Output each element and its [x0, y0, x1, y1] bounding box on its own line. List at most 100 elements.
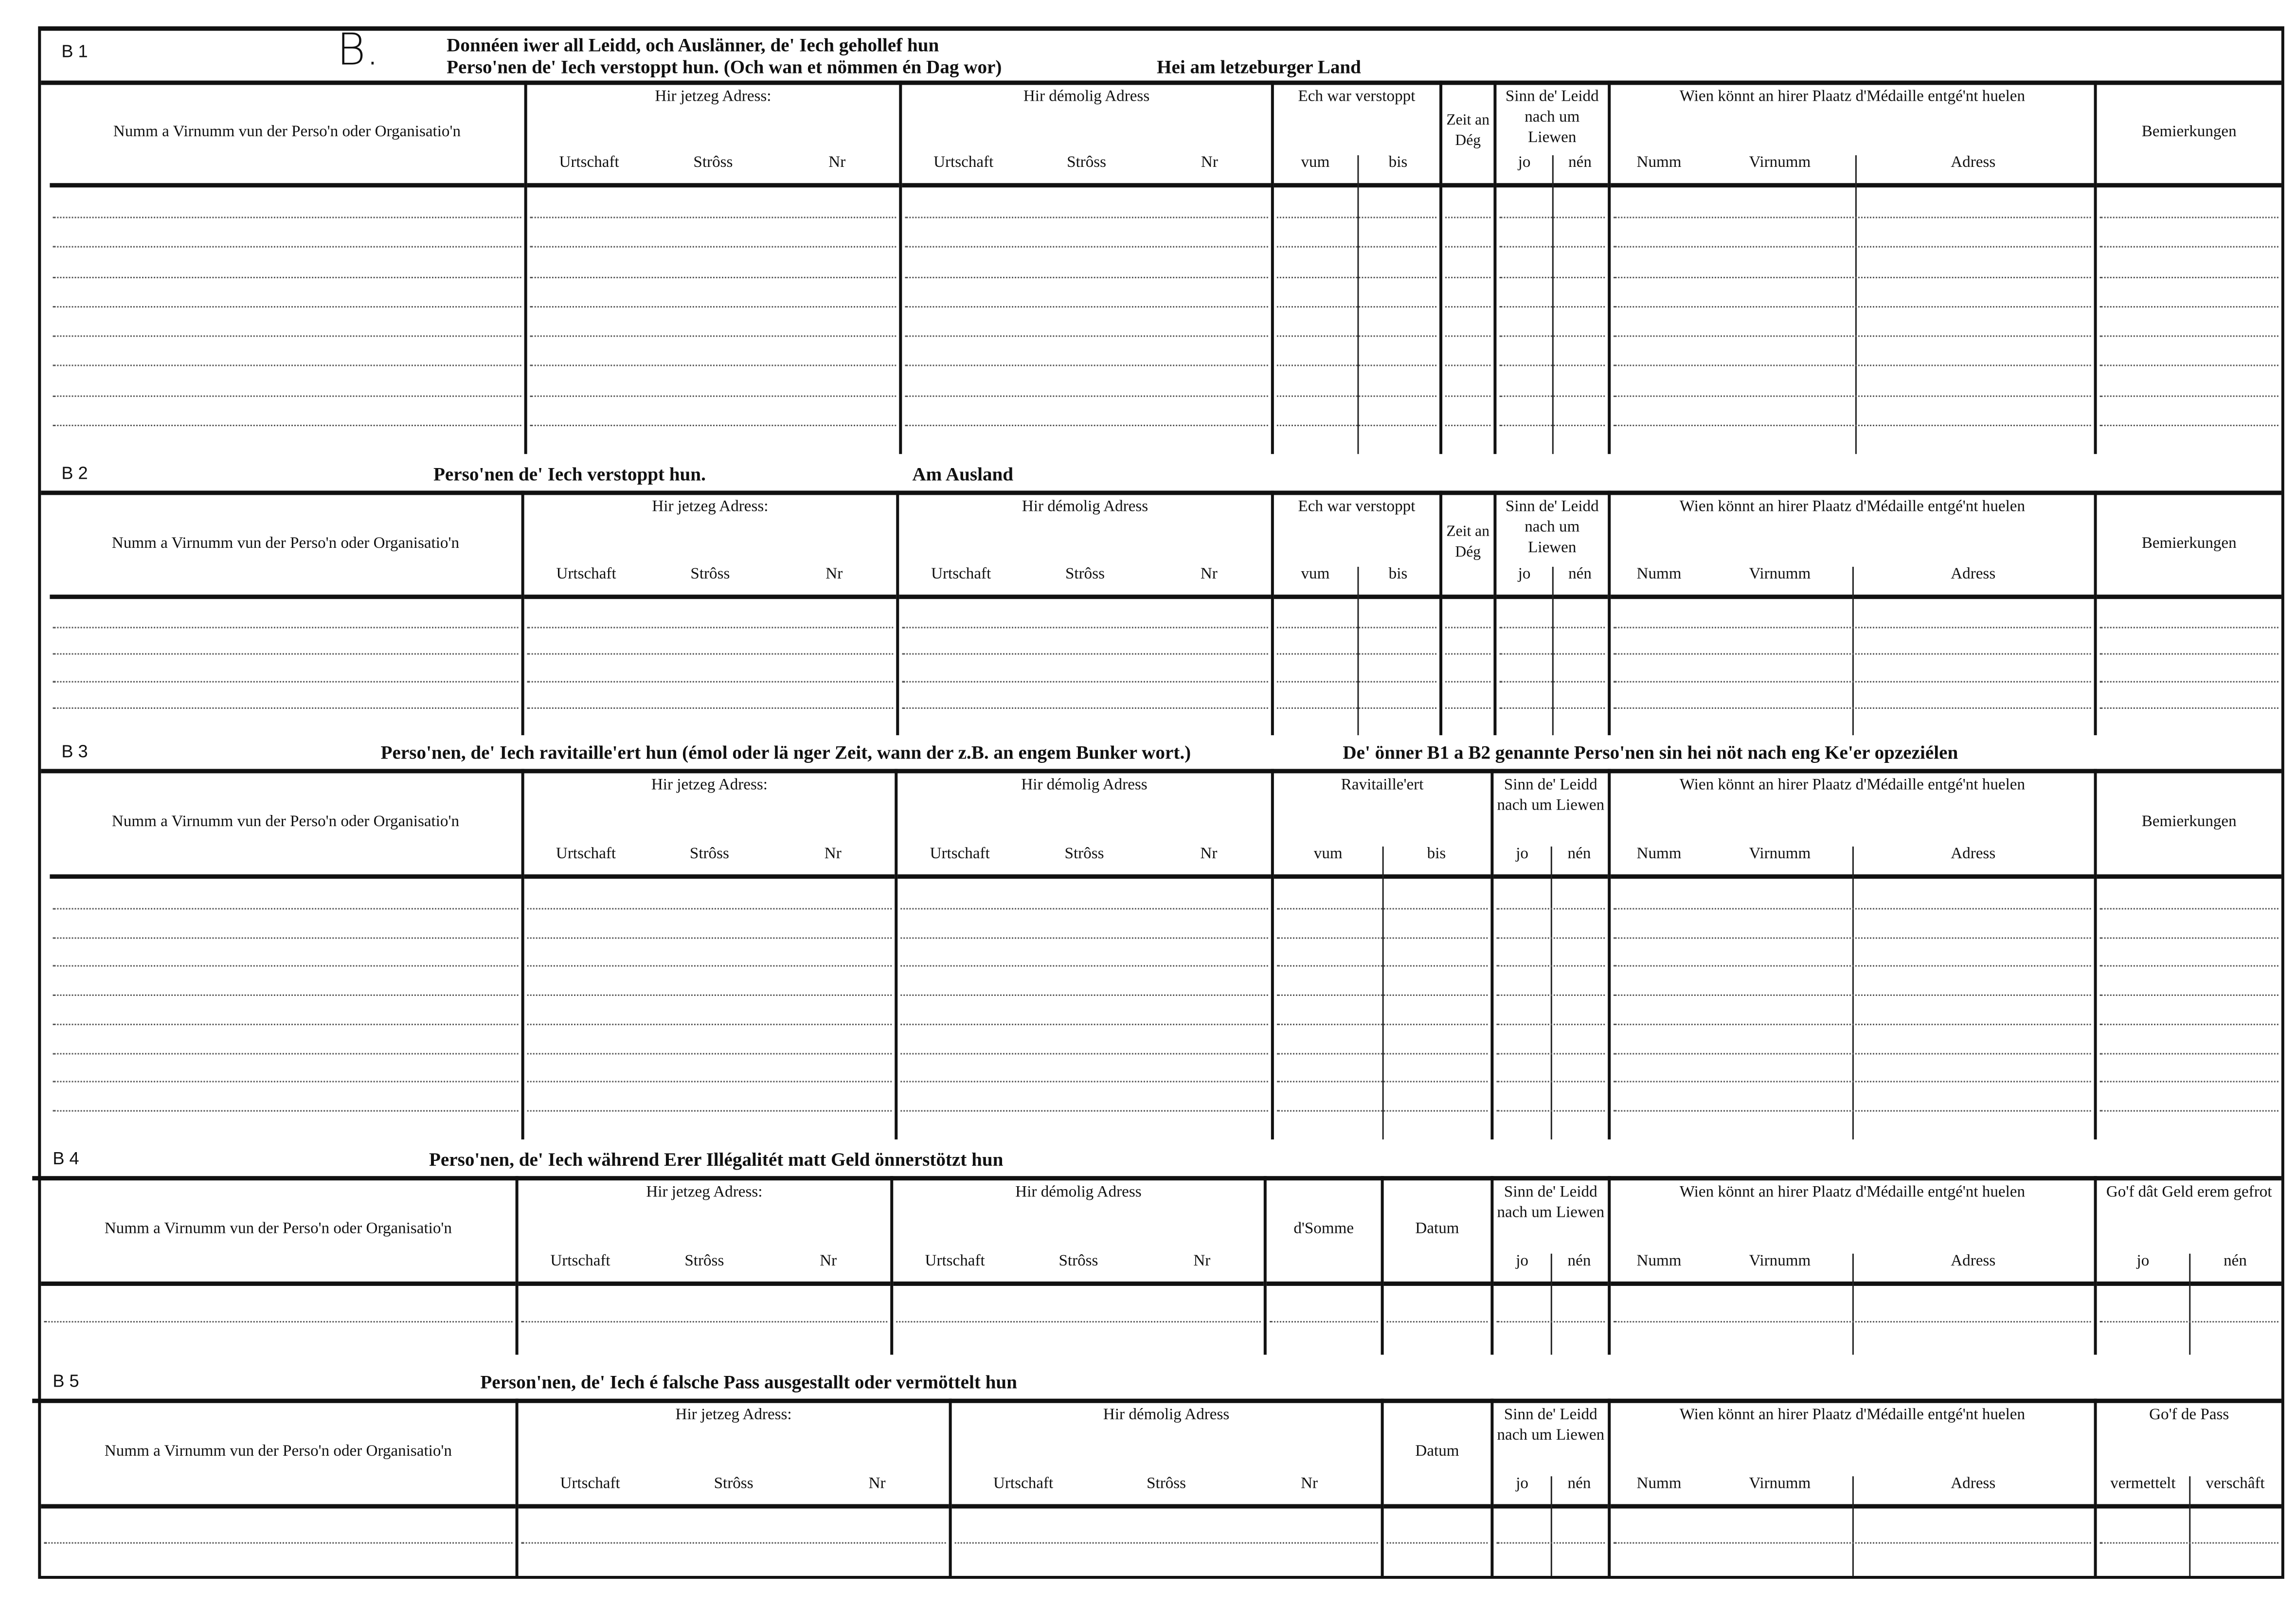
form-frame	[38, 26, 2284, 1579]
column-divider	[1552, 566, 1554, 736]
form-letter: B.	[337, 25, 380, 76]
column-7: Bemierkungen	[2097, 490, 2281, 735]
column-entry-area[interactable]	[519, 1286, 891, 1355]
column-header-label: Ravitaille'ert	[1341, 776, 1424, 794]
column-entry-area[interactable]	[897, 879, 1271, 1139]
column-entry-area[interactable]	[902, 187, 1271, 454]
column-entry-area[interactable]	[1274, 599, 1439, 735]
column-subheader: Urtschaft	[933, 154, 994, 172]
column-entry-area[interactable]	[2097, 1509, 2281, 1576]
column-entry-area[interactable]	[2097, 599, 2281, 735]
column-header: Zeit an Dég	[1442, 81, 1494, 188]
column-entry-area[interactable]	[1496, 599, 1608, 735]
entry-row-line	[1496, 994, 1605, 996]
column-header-label: Numm a Virnumm vun der Perso'n oder Orga…	[111, 813, 460, 831]
entry-row-line	[2099, 907, 2278, 909]
entry-row-line	[1614, 653, 2091, 655]
column-header: Ravitaille'ert vum bis	[1274, 769, 1491, 879]
column-entry-area[interactable]	[1384, 1509, 1491, 1576]
column-2: Hir démolig Adress Urtschaft Strôss Nr	[902, 80, 1274, 454]
column-entry-area[interactable]	[1496, 187, 1608, 454]
column-entry-area[interactable]	[2097, 1286, 2281, 1355]
entry-row-line	[905, 365, 1268, 367]
column-entry-area[interactable]	[1611, 1509, 2094, 1576]
column-5: Sinn de' Leidd nach um Liewen jo nén	[1496, 80, 1611, 454]
column-entry-area[interactable]	[1611, 879, 2094, 1139]
section-title-bar: B 5 Person'nen, de' Iech é falsche Pass a…	[32, 1365, 2281, 1403]
column-entry-area[interactable]	[1493, 1509, 1608, 1576]
column-header: Bemierkungen	[2097, 490, 2281, 599]
column-header-label: Ech war verstoppt	[1298, 88, 1416, 106]
entry-row-line	[527, 708, 894, 710]
entry-row-line	[1386, 1320, 1488, 1322]
entry-row-line	[527, 994, 892, 996]
column-entry-area[interactable]	[1442, 187, 1493, 454]
column-entry-area[interactable]	[1267, 1286, 1381, 1355]
column-subheader: Virnumm	[1749, 1252, 1811, 1270]
entry-row-line	[1614, 1110, 2091, 1112]
column-entry-area[interactable]	[519, 1509, 949, 1576]
column-entry-area[interactable]	[524, 599, 897, 735]
entry-row-line	[1386, 1542, 1488, 1544]
column-subheader: jo	[1518, 565, 1531, 583]
entry-row-line	[2099, 1542, 2278, 1544]
entry-row-line	[1445, 247, 1491, 249]
entry-row-line	[1614, 1023, 2091, 1025]
entry-row-line	[1614, 1320, 2091, 1322]
column-6: Go'f de Pass vermettelt verschâft	[2097, 1399, 2281, 1576]
column-subheader: Nr	[828, 154, 846, 172]
entry-row-line	[53, 1081, 519, 1083]
column-subheader: nén	[1568, 154, 1592, 172]
column-4: Zeit an Dég	[1442, 80, 1497, 454]
column-header: Datum	[1383, 1176, 1491, 1286]
section-title-extra: Hei am letzeburger Land	[1157, 55, 1361, 78]
column-entry-area[interactable]	[893, 1286, 1264, 1355]
entry-row-line	[900, 965, 1268, 967]
column-entry-area[interactable]	[899, 599, 1271, 735]
entry-row-line	[1614, 907, 2091, 909]
entry-row-line	[2099, 1023, 2278, 1025]
column-header-label: Hir démolig Adress	[1021, 776, 1148, 794]
column-4: Sinn de' Leidd nach um Liewen jo nén	[1493, 1398, 1611, 1576]
column-entry-area[interactable]	[1274, 879, 1491, 1139]
column-header-label: Hir jetzeg Adress:	[655, 88, 771, 106]
entry-row-line	[1499, 365, 1605, 367]
column-entry-area[interactable]	[1611, 1286, 2094, 1355]
column-entry-area[interactable]	[1493, 879, 1608, 1139]
entry-row-line	[53, 365, 521, 367]
column-entry-area[interactable]	[50, 879, 521, 1139]
column-entry-area[interactable]	[1384, 1286, 1491, 1355]
column-header-label: Bemierkungen	[2141, 534, 2237, 552]
column-entry-area[interactable]	[2097, 879, 2281, 1139]
column-entry-area[interactable]	[1611, 599, 2094, 735]
column-entry-area[interactable]	[1274, 187, 1439, 454]
entry-row-line	[1614, 335, 2091, 337]
column-subheader: nén	[1567, 1475, 1591, 1493]
entry-row-line	[954, 1542, 1378, 1544]
column-header-label: Go'f de Pass	[2149, 1406, 2229, 1424]
column-entry-area[interactable]	[41, 1509, 515, 1576]
entry-row-line	[2099, 424, 2278, 426]
entry-row-line	[1276, 1110, 1488, 1112]
column-entry-area[interactable]	[952, 1509, 1381, 1576]
column-entry-area[interactable]	[50, 599, 521, 735]
column-entry-area[interactable]	[2097, 187, 2281, 454]
column-entry-area[interactable]	[524, 879, 895, 1139]
column-entry-area[interactable]	[1493, 1286, 1608, 1355]
section-b4: B 4 Perso'nen, de' Iech während Erer Illé…	[32, 1142, 2281, 1355]
column-entry-area[interactable]	[527, 187, 899, 454]
entry-row-line	[902, 626, 1268, 628]
column-subheader: Nr	[1200, 845, 1218, 863]
column-entry-area[interactable]	[41, 1286, 515, 1355]
column-subheader: verschâft	[2206, 1475, 2265, 1493]
entry-row-line	[1499, 335, 1605, 337]
entry-row-line	[905, 395, 1268, 397]
column-1: Hir jetzeg Adress: Urtschaft Strôss Nr	[518, 1176, 894, 1355]
entry-row-line	[1445, 681, 1491, 683]
column-entry-area[interactable]	[50, 187, 524, 454]
entry-row-line	[1276, 994, 1488, 996]
entry-row-line	[1496, 1320, 1605, 1322]
column-entry-area[interactable]	[1442, 599, 1493, 735]
column-header: Hir démolig Adress Urtschaft Strôss Nr	[902, 81, 1271, 188]
column-entry-area[interactable]	[1611, 187, 2094, 454]
